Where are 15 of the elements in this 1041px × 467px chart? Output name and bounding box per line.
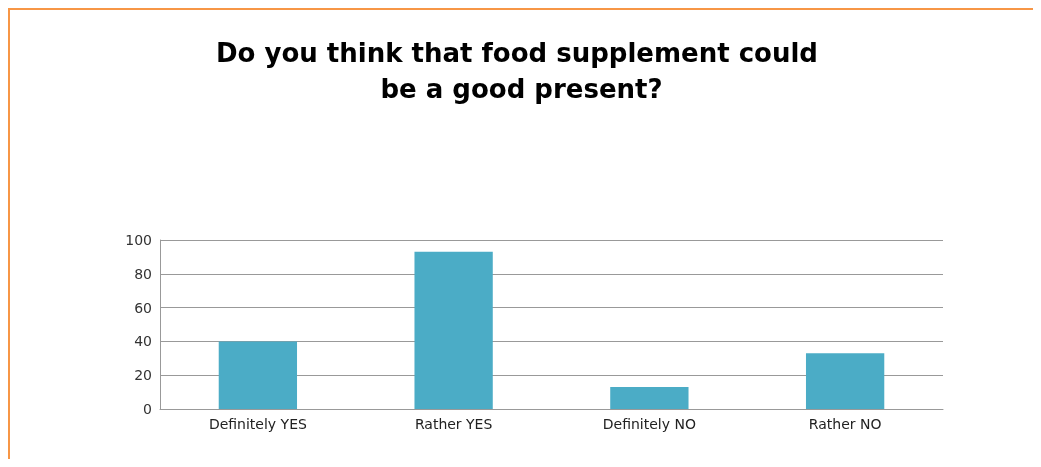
x-tick-label: Definitely NO [602, 416, 696, 432]
bar [610, 387, 689, 409]
bar [414, 251, 493, 409]
y-tick-label: 100 [125, 232, 152, 248]
bar [805, 353, 885, 409]
chart-title: Do you think that food supplement could be a good present? [215, 38, 828, 104]
y-tick-label: 20 [134, 367, 152, 384]
y-tick-label: 80 [134, 265, 152, 282]
y-tick-label: 0 [143, 401, 152, 417]
x-tick-label: Definitely YES [208, 416, 307, 432]
y-tick-label: 40 [134, 333, 152, 350]
y-tick-label: 60 [134, 299, 152, 316]
x-tick-label: Rather NO [808, 416, 882, 432]
x-tick-label: Rather YES [414, 416, 493, 432]
bar [218, 341, 298, 409]
